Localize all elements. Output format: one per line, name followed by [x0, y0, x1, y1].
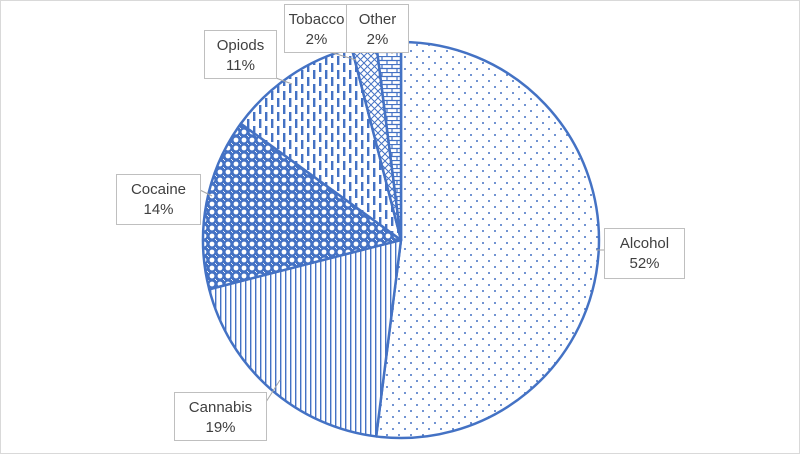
data-label-box	[204, 30, 277, 79]
data-label-cannabis: Cannabis 19%	[174, 392, 267, 441]
data-label-category: Tobacco	[289, 11, 345, 28]
data-label-box	[284, 4, 349, 53]
leader-line-cocaine	[199, 189, 213, 197]
leader-line-cannabis	[265, 379, 281, 403]
data-label-box	[604, 228, 685, 279]
pie-slice-alcohol	[374, 40, 601, 440]
data-label-percent: 11%	[226, 57, 255, 74]
data-label-opiods: Opiods 11%	[204, 30, 277, 79]
data-label-percent: 2%	[367, 31, 389, 48]
leader-line-tobacco	[329, 51, 357, 61]
data-label-cocaine: Cocaine 14%	[116, 174, 201, 225]
data-label-alcohol: Alcohol 52%	[604, 228, 685, 279]
data-label-percent: 52%	[629, 255, 659, 272]
pie-slice-cannabis	[207, 238, 403, 438]
data-label-category: Opiods	[217, 37, 265, 54]
data-label-percent: 19%	[205, 419, 235, 436]
pie-slice-cocaine	[201, 122, 403, 291]
data-label-other: Other 2%	[346, 4, 409, 53]
data-label-box	[346, 4, 409, 53]
data-label-category: Alcohol	[620, 235, 669, 252]
data-label-percent: 2%	[306, 31, 328, 48]
data-label-category: Cannabis	[189, 399, 252, 416]
data-label-box	[116, 174, 201, 225]
data-label-tobacco: Tobacco 2%	[284, 4, 349, 53]
data-label-box	[174, 392, 267, 441]
data-label-percent: 14%	[143, 201, 173, 218]
data-label-category: Other	[359, 11, 397, 28]
leader-line-opiods	[275, 77, 293, 85]
data-label-category: Cocaine	[131, 181, 186, 198]
